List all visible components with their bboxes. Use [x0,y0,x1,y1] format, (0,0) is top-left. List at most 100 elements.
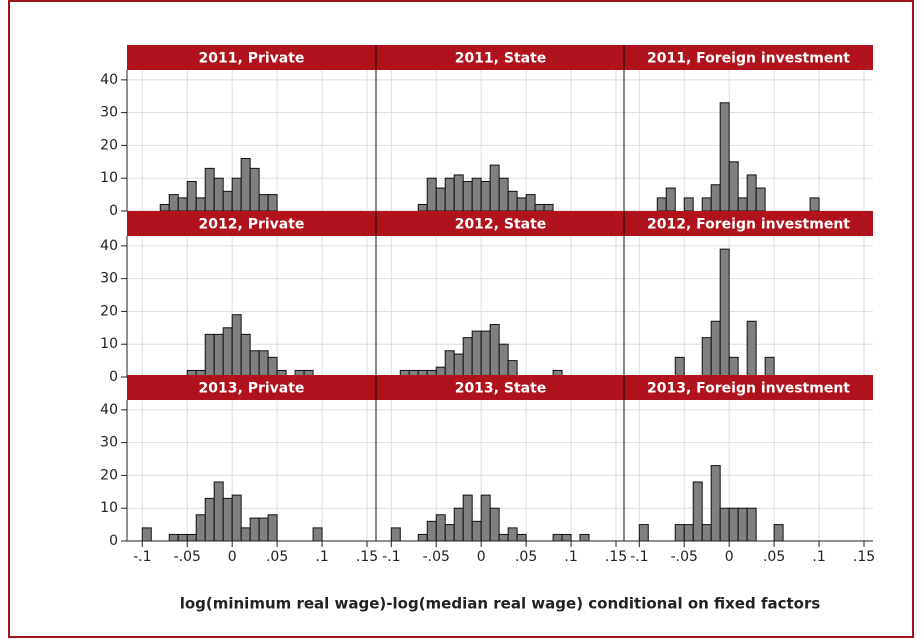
bar [444,177,455,212]
x-tick-label: 0 [228,549,237,565]
panel-title: 2013, Private [199,381,305,397]
strip [624,211,873,236]
y-tick-label: 30 [100,271,118,287]
bar [258,517,269,542]
bar [390,527,401,542]
strip [376,211,625,236]
bar [249,517,260,542]
bar [168,194,179,212]
panel-title: 2011, Private [199,51,305,67]
y-tick-label: 20 [100,303,118,319]
panel-title: 2013, State [455,381,547,397]
bar [417,203,428,212]
bar [561,533,572,542]
bar [737,507,748,542]
bar [701,337,712,378]
x-tick-label: -.1 [630,549,648,565]
bar [312,527,323,542]
bar [683,197,694,212]
x-tick-label: .1 [812,549,825,565]
y-tick-label: 10 [100,336,118,352]
bar [552,533,563,542]
bar [426,177,437,212]
bar [195,514,206,542]
bar [240,158,251,212]
y-tick-label: 20 [100,467,118,483]
bar [258,350,269,378]
y-tick-label: 0 [109,203,118,219]
x-tick-label: 0 [477,549,486,565]
bar [710,465,721,542]
bar [462,494,473,542]
x-tick-label: .1 [564,549,577,565]
x-tick-label: .1 [315,549,328,565]
bar [177,533,188,542]
bar [710,184,721,212]
bar [489,164,500,212]
bar [444,350,455,378]
bar [498,343,509,378]
x-tick-label: -.05 [174,549,201,565]
bar [773,524,784,542]
bar [755,187,766,212]
bar [204,497,215,542]
bar [222,327,233,378]
y-tick-label: 10 [100,500,118,516]
bar [186,533,197,542]
bar [701,197,712,212]
bar [638,524,649,542]
bar [543,203,554,212]
bar [489,507,500,542]
y-tick-label: 40 [100,402,118,418]
y-tick-label: 40 [100,238,118,254]
x-tick-label: -.1 [133,549,151,565]
bar [213,333,224,378]
bar [480,494,491,542]
bar [240,527,251,542]
x-tick-label: .15 [853,549,875,565]
panel-title: 2012, Private [199,217,305,233]
bar [480,180,491,212]
x-tick-label: -.05 [423,549,450,565]
bar [498,533,509,542]
frame [8,0,914,638]
bar [507,527,518,542]
bar [435,187,446,212]
bar [231,177,242,212]
bar [507,190,518,212]
y-tick-label: 0 [109,369,118,385]
panel-title: 2013, Foreign investment [647,381,850,397]
panel-title: 2011, Foreign investment [647,51,850,67]
bar [435,514,446,542]
bar [159,203,170,212]
bar [141,527,152,542]
panel-title: 2011, State [455,51,547,67]
y-tick-label: 30 [100,105,118,121]
bar [204,333,215,378]
bar [737,197,748,212]
y-tick-label: 10 [100,170,118,186]
bar [249,167,260,212]
bar [471,177,482,212]
bar [692,481,703,542]
bar [177,197,188,212]
bar [719,102,730,212]
bar [231,314,242,378]
bar [746,320,757,378]
y-tick-label: 0 [109,533,118,549]
strip [376,375,625,400]
bar [267,356,278,378]
strip [376,45,625,70]
bar [674,356,685,378]
x-tick-label: .05 [763,549,785,565]
bar [258,194,269,212]
bar [683,524,694,542]
x-tick-label: .15 [605,549,627,565]
bar [471,330,482,378]
bar [222,190,233,212]
x-tick-label: 0 [725,549,734,565]
bar [525,194,536,212]
bar [728,356,739,378]
bar [516,197,527,212]
